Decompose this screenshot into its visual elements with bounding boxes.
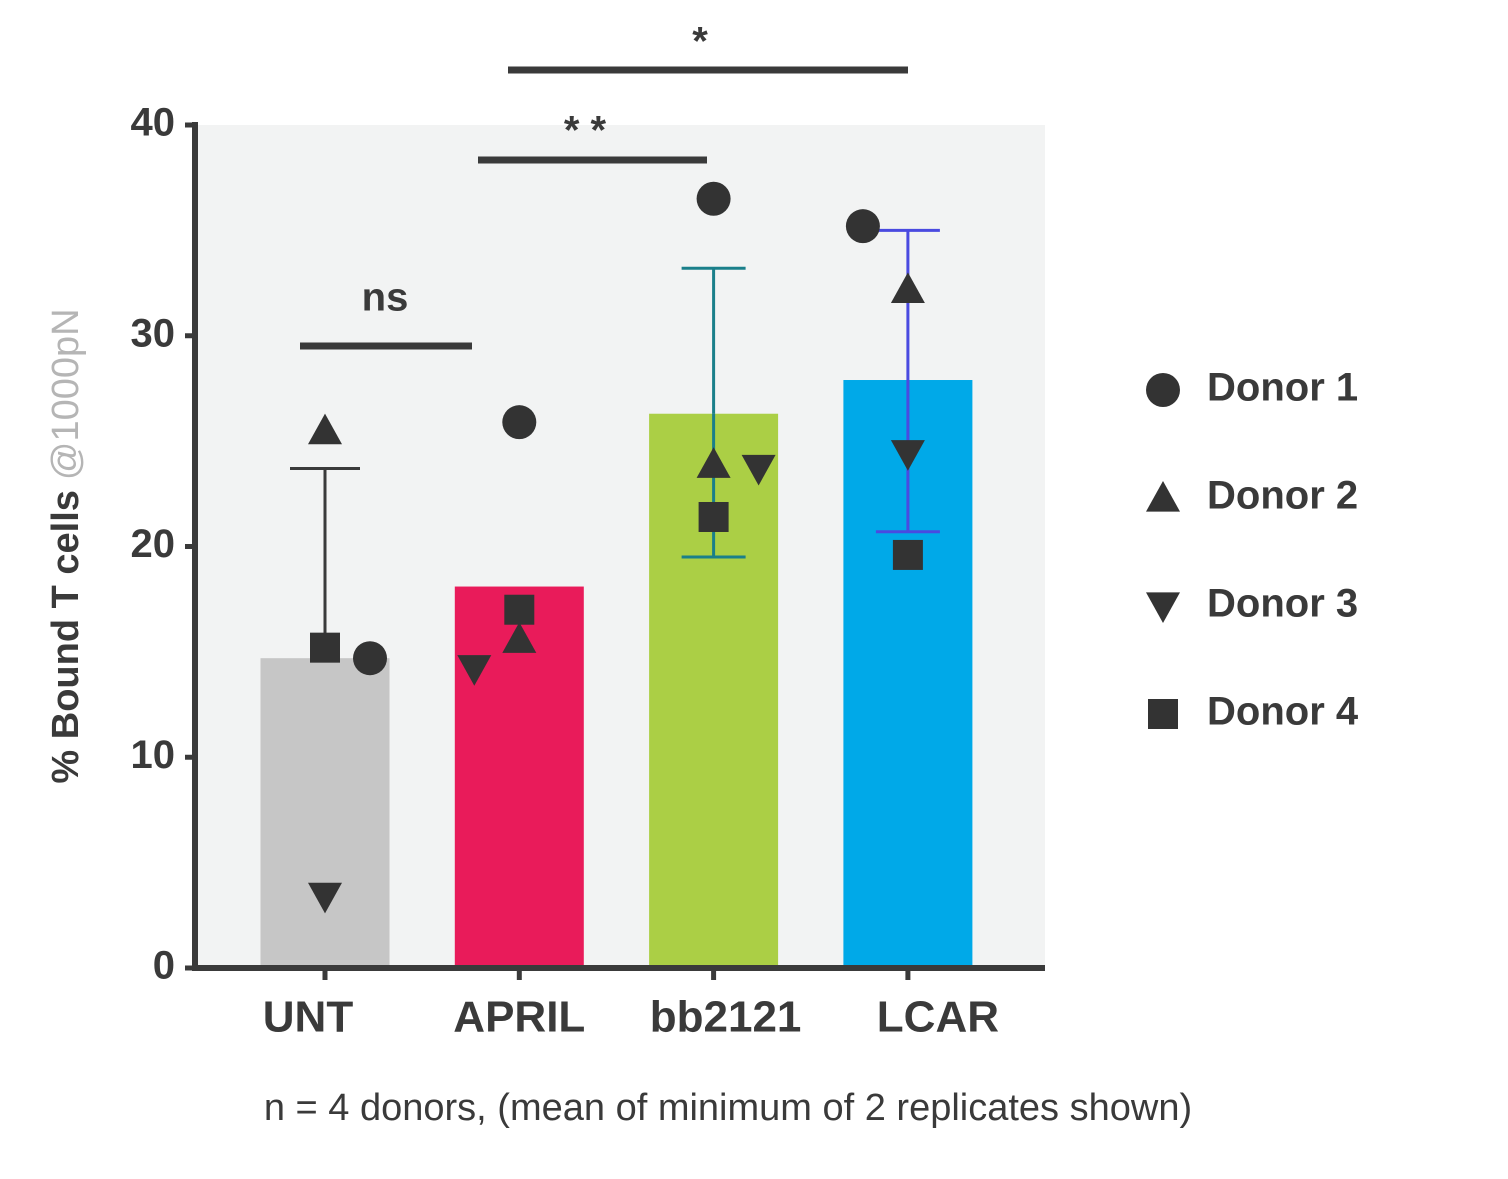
x-tick-label: bb2121 [650,993,802,1042]
donor-point [457,655,492,686]
y-tick-label: 40 [131,101,176,145]
legend-label: Donor 2 [1207,474,1358,518]
donor-point [502,405,537,440]
y-axis-label: % Bound T cells @1000pN [45,308,87,783]
legend-label: Donor 4 [1207,690,1359,734]
error-bar-lower [681,413,746,559]
error-bar-upper [290,467,360,659]
donor-point [845,209,880,244]
y-axis-label-unit: @1000pN [45,308,87,480]
donor-point [502,622,537,653]
donor-point [353,641,387,676]
donor-point [890,440,925,471]
y-tick-label: 30 [131,311,176,355]
x-tick-label: LCAR [877,993,999,1042]
donor-point [308,413,342,445]
x-tick-label: UNT [263,993,354,1042]
donor-point [741,454,776,486]
significance-label: ns [362,276,409,320]
legend-marker [1146,373,1180,407]
donor-point [892,539,923,570]
y-axis-label-main: % Bound T cells [45,490,87,783]
donor-point [310,632,340,663]
legend-marker [1146,592,1180,623]
bar [260,658,390,968]
y-tick-label: 10 [131,733,176,777]
legend-label: Donor 3 [1207,582,1358,626]
error-bar-upper [681,266,746,414]
error-bar-upper [875,228,940,381]
donor-point [504,594,535,625]
legend-marker [1146,481,1180,512]
legend-label: Donor 1 [1207,366,1358,410]
donor-point [696,447,731,478]
significance-label: * * [564,109,607,153]
legend-marker [1148,699,1178,729]
donor-point [696,181,731,216]
donor-point [890,272,925,303]
y-tick-label: 20 [131,522,176,566]
x-tick-label: APRIL [453,993,585,1042]
significance-label: * [692,20,708,64]
y-tick-label: 0 [153,944,175,988]
donor-point [698,501,729,532]
footnote: n = 4 donors, (mean of minimum of 2 repl… [264,1087,1192,1129]
donor-point [308,882,342,914]
